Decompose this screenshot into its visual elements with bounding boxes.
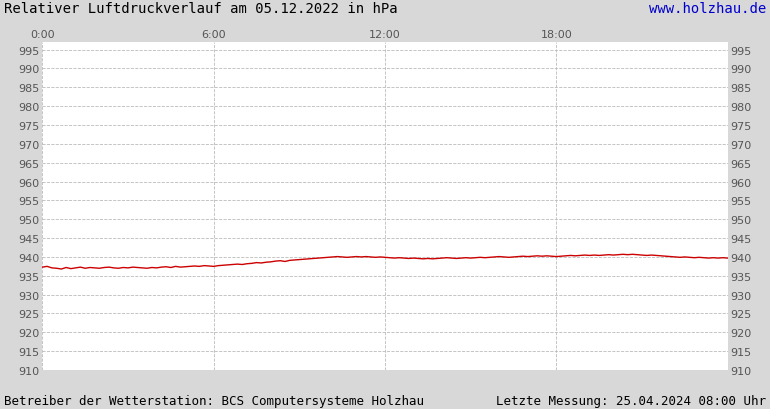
Text: www.holzhau.de: www.holzhau.de <box>649 2 766 16</box>
Text: Relativer Luftdruckverlauf am 05.12.2022 in hPa: Relativer Luftdruckverlauf am 05.12.2022… <box>4 2 397 16</box>
Text: Betreiber der Wetterstation: BCS Computersysteme Holzhau: Betreiber der Wetterstation: BCS Compute… <box>4 394 424 407</box>
Text: Letzte Messung: 25.04.2024 08:00 Uhr: Letzte Messung: 25.04.2024 08:00 Uhr <box>496 394 766 407</box>
